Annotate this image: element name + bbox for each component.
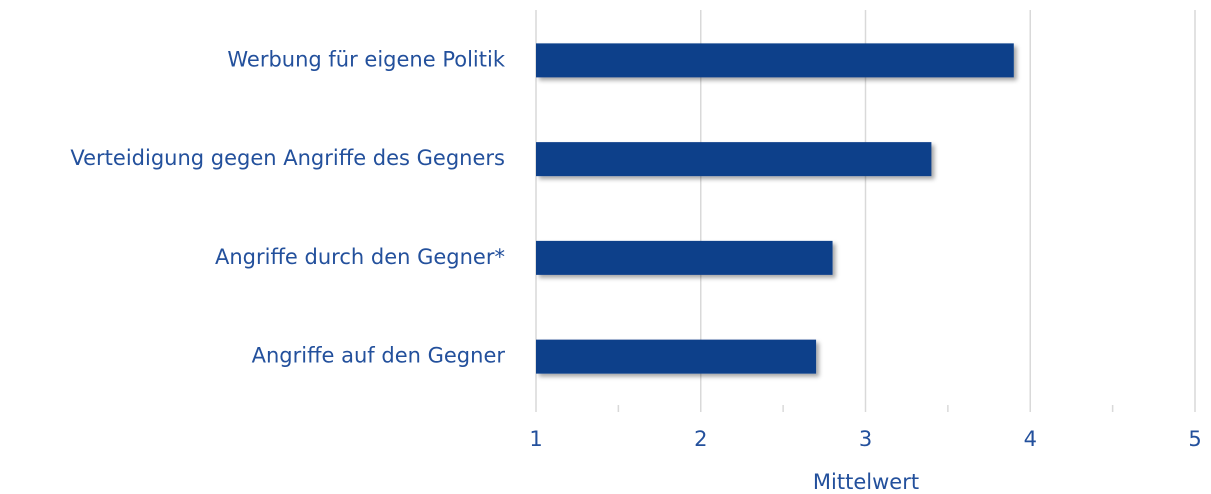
x-tick-label: 3: [859, 427, 872, 451]
x-tick-label: 1: [529, 427, 542, 451]
bar: [536, 339, 817, 374]
bar: [536, 240, 833, 275]
bar: [536, 142, 932, 177]
x-axis-title: Mittelwert: [813, 470, 919, 494]
bar: [536, 43, 1014, 78]
y-tick-label: Angriffe auf den Gegner: [252, 344, 506, 368]
x-tick-label: 2: [694, 427, 707, 451]
x-tick-label: 5: [1188, 427, 1201, 451]
y-tick-label: Angriffe durch den Gegner*: [215, 245, 505, 269]
x-tick-label: 4: [1024, 427, 1037, 451]
y-tick-label: Werbung für eigene Politik: [227, 47, 505, 71]
y-tick-label: Verteidigung gegen Angriffe des Gegners: [70, 146, 505, 170]
